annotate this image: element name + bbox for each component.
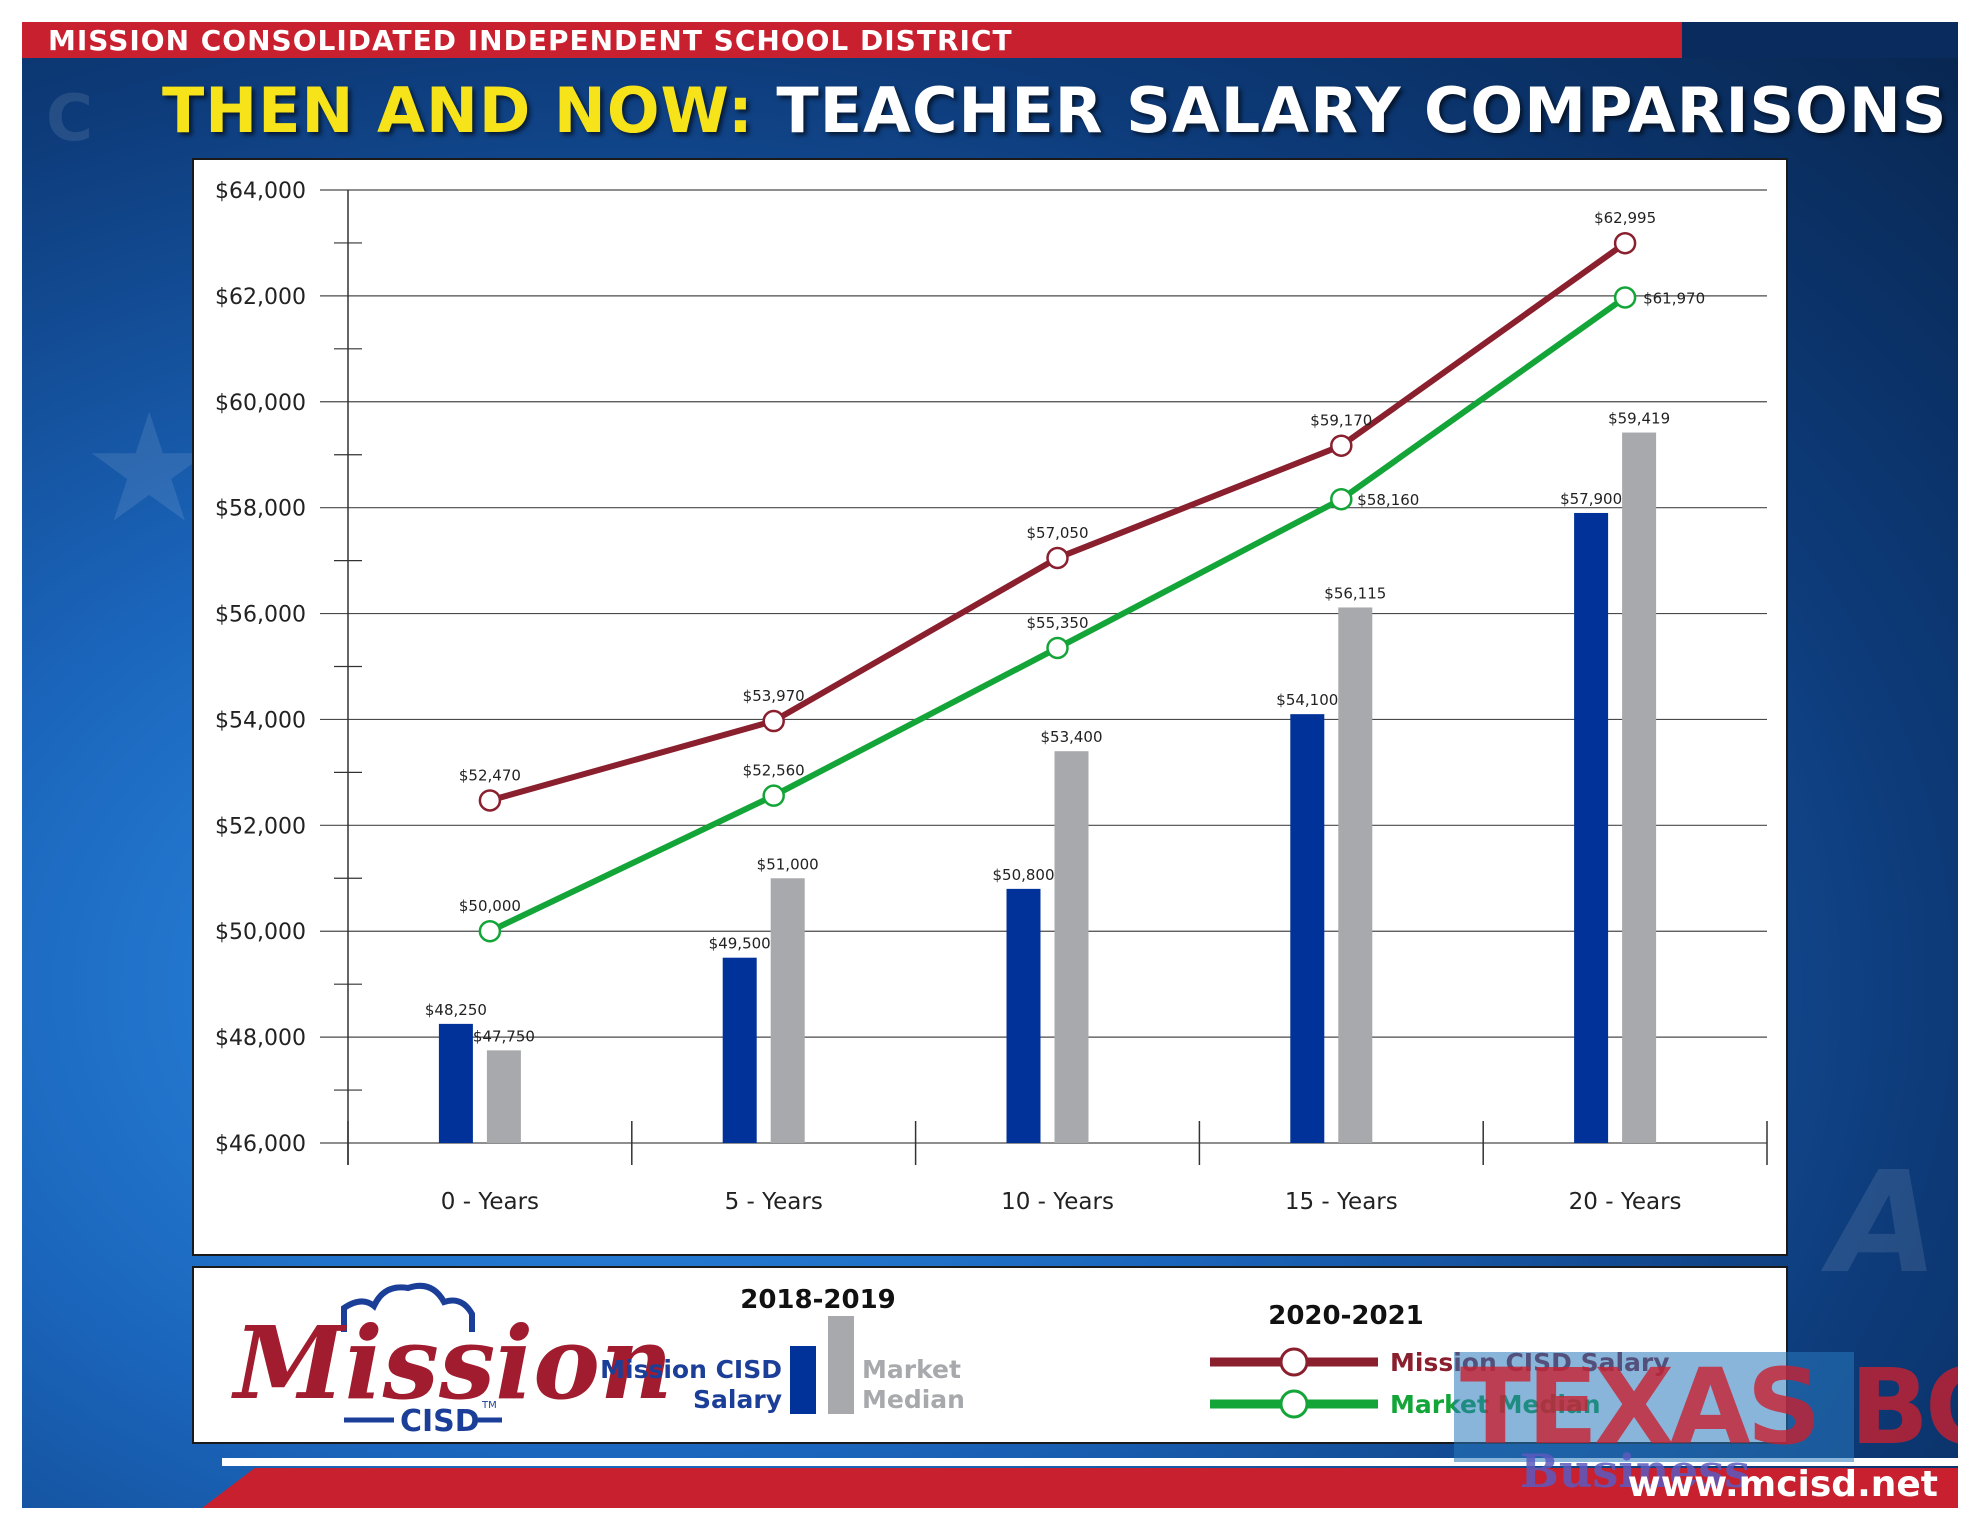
legend-line-period: 2020-2021: [1268, 1301, 1424, 1331]
legend-mission-marker: [1279, 1347, 1309, 1377]
line-data-label: $58,160: [1357, 491, 1419, 509]
line-data-label: $52,470: [459, 766, 521, 784]
district-name: MISSION CONSOLIDATED INDEPENDENT SCHOOL …: [48, 24, 1013, 57]
x-tick-label: 5 - Years: [725, 1189, 823, 1215]
y-tick-label: $58,000: [215, 497, 306, 522]
bar-mission: [1290, 714, 1325, 1143]
legend-bar-market-label-2: Median: [862, 1385, 965, 1414]
title-rest: TEACHER SALARY COMPARISONS: [776, 74, 1948, 147]
watermark-line-2: Business: [1520, 1444, 1751, 1498]
y-tick-label: $50,000: [215, 920, 306, 945]
logo-sub: CISD: [400, 1404, 480, 1439]
bar-data-label: $51,000: [757, 855, 819, 873]
y-tick-label: $56,000: [215, 603, 306, 628]
y-tick-label: $54,000: [215, 708, 306, 733]
line-data-label: $55,350: [1026, 614, 1088, 632]
y-tick-label: $60,000: [215, 391, 306, 416]
watermark-line-1: TEXAS BORDER: [1460, 1346, 1958, 1468]
bar-market: [1338, 607, 1373, 1143]
page-title: THEN AND NOW: TEACHER SALARY COMPARISONS: [162, 74, 1947, 147]
logo-building-icon: [341, 1282, 475, 1332]
watermark-backdrop: [1454, 1352, 1854, 1462]
decor-grade-a: A: [1830, 1142, 1939, 1305]
bar-data-label: $56,115: [1324, 584, 1386, 602]
line-data-label: $52,560: [743, 762, 805, 780]
line-data-label: $50,000: [459, 897, 521, 915]
legend-bar-mission-label-1: Mission CISD: [600, 1355, 782, 1384]
line-data-label: $59,170: [1310, 412, 1372, 430]
line-point-market: [1330, 487, 1353, 511]
bar-data-label: $59,419: [1608, 410, 1670, 428]
bar-market: [1622, 432, 1657, 1143]
line-point-mission: [762, 709, 785, 733]
bar-data-label: $54,100: [1276, 691, 1338, 709]
line-data-label: $61,970: [1643, 289, 1705, 307]
legend-mission-bar-swatch: [790, 1346, 816, 1414]
decor-letter-c: C: [46, 82, 93, 156]
salary-chart: $46,000 $48,000 $50,000 $52,000 $54,000 $56,0…: [215, 179, 1768, 1215]
line-point-market: [1613, 286, 1637, 309]
website-link[interactable]: www.mcisd.net: [1627, 1464, 1938, 1505]
x-tick-label: 10 - Years: [1001, 1189, 1114, 1215]
bar-data-label: $57,900: [1560, 490, 1622, 508]
x-tick-label: 0 - Years: [441, 1189, 539, 1215]
bar-mission: [1574, 512, 1609, 1143]
legend-bar-mission-label-2: Salary: [693, 1385, 782, 1414]
mission-cisd-logo: Mission CISD TM: [231, 1282, 673, 1439]
footer-banner: [202, 1468, 1958, 1508]
line-mission: [489, 240, 1627, 804]
line-data-label: $57,050: [1026, 524, 1088, 542]
bar-data-label: $53,400: [1040, 728, 1102, 746]
poster-background: C ★ A MISSION CONSOLIDATED INDEPENDENT S…: [22, 22, 1958, 1508]
bar-data-label: $49,500: [709, 935, 771, 953]
logo-tm: TM: [481, 1400, 497, 1411]
line-data-label: $53,970: [743, 687, 805, 705]
legend-market-bar-swatch: [828, 1316, 854, 1414]
x-tick-label: 15 - Years: [1285, 1189, 1398, 1215]
bar-market: [770, 878, 805, 1143]
y-tick-label: $48,000: [215, 1026, 306, 1051]
line-point-mission: [1330, 434, 1353, 457]
top-banner: [22, 22, 1772, 58]
bar-mission: [722, 957, 757, 1143]
y-tick-label: $46,000: [215, 1132, 306, 1157]
x-tick-label: 20 - Years: [1569, 1189, 1682, 1215]
line-point-mission: [478, 789, 502, 812]
legend-market-marker: [1279, 1389, 1309, 1419]
chart-panel: $46,000 $48,000 $50,000 $52,000 $54,000 $56,0…: [192, 158, 1788, 1256]
line-point-market: [478, 919, 502, 943]
y-tick-label: $62,000: [215, 285, 306, 310]
top-banner-accent: [1682, 22, 1958, 58]
footer-stripe: [222, 1458, 1958, 1466]
y-tick-label: $64,000: [215, 179, 306, 204]
bar-market: [1054, 751, 1089, 1143]
line-data-label: $62,995: [1594, 209, 1656, 227]
line-point-market: [1046, 636, 1069, 660]
bar-mission: [438, 1023, 473, 1143]
line-point-mission: [1613, 231, 1637, 255]
bar-data-label: $48,250: [425, 1001, 487, 1019]
bar-data-label: $47,750: [473, 1027, 535, 1045]
line-point-market: [762, 784, 785, 807]
legend-bar-market-label-1: Market: [862, 1355, 961, 1384]
bar-mission: [1006, 888, 1041, 1143]
title-highlight: THEN AND NOW:: [162, 74, 754, 147]
bar-market: [486, 1050, 521, 1143]
line-point-mission: [1046, 546, 1069, 570]
logo-wordmark: Mission: [231, 1304, 673, 1422]
legend-bar-period: 2018-2019: [740, 1285, 896, 1315]
y-tick-label: $52,000: [215, 814, 306, 839]
bar-data-label: $50,800: [992, 866, 1054, 884]
legend-bars-group: 2018-2019 Mission CISD Salary Market Med…: [600, 1285, 965, 1414]
texas-border-business-watermark: TEXAS BORDER Business: [1440, 1348, 1958, 1498]
